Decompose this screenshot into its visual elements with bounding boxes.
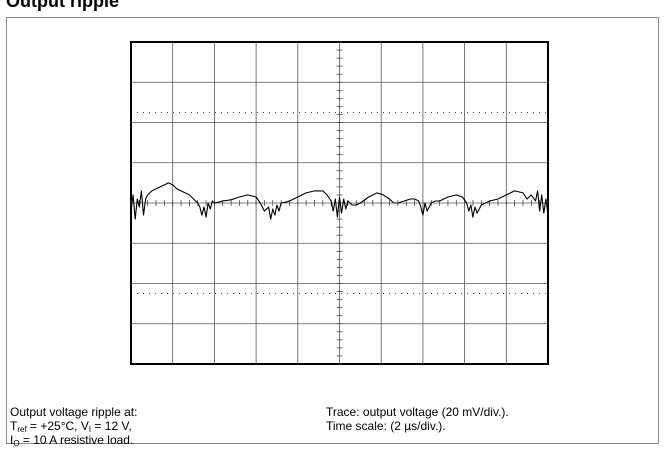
caption-line-2: Tref = +25°C, VI = 12 V, <box>10 419 137 434</box>
caption-t-subscript: ref <box>17 425 27 434</box>
trace-line-0 <box>130 182 549 220</box>
caption-i-value: = 10 A resistive load. <box>19 433 134 447</box>
page-title: Output ripple <box>6 0 119 11</box>
caption-t-value: = +25°C, V <box>26 419 89 433</box>
caption-v-value: = 12 V, <box>91 419 132 433</box>
caption-trace-info: Trace: output voltage (20 mV/div.). Time… <box>326 405 509 433</box>
caption-t-symbol: T <box>10 419 18 433</box>
caption-v-subscript: I <box>88 425 92 434</box>
caption-i-symbol: I <box>10 433 14 447</box>
caption-line-3: IO = 10 A resistive load. <box>10 433 137 448</box>
caption-i-subscript: O <box>13 439 20 448</box>
caption-line-1: Output voltage ripple at: <box>10 405 138 419</box>
trace-layer <box>130 182 549 220</box>
caption-conditions: Output voltage ripple at: Tref = +25°C, … <box>10 405 138 448</box>
figure-frame <box>6 17 659 444</box>
oscilloscope-screen <box>130 41 549 365</box>
caption-timescale: Time scale: (2 µs/div.). <box>326 419 446 433</box>
graticule <box>130 41 549 365</box>
caption-trace: Trace: output voltage (20 mV/div.). <box>326 405 509 419</box>
